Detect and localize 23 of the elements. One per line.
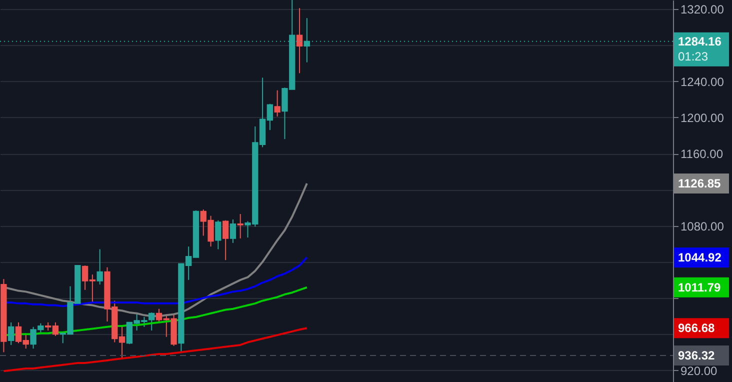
candlestick bbox=[237, 214, 244, 239]
candlestick bbox=[215, 220, 222, 250]
y-tick-label: 1080.00 bbox=[680, 219, 724, 234]
y-tick-label: 1200.00 bbox=[680, 110, 724, 125]
text: 1126.85 bbox=[678, 176, 722, 190]
text: 1011.79 bbox=[678, 280, 722, 294]
candlestick bbox=[296, 8, 303, 74]
y-tick-label: 920.00 bbox=[680, 364, 718, 378]
text: 01:23 bbox=[678, 49, 708, 64]
y-tick-label: 1320.00 bbox=[680, 2, 724, 17]
candlestick bbox=[222, 220, 229, 261]
candlestick bbox=[274, 90, 280, 117]
text: 1044.92 bbox=[678, 250, 722, 264]
ref-line-label: 936.32 bbox=[678, 348, 716, 363]
ref-line-label: 1284.16 bbox=[678, 34, 722, 48]
y-tick-label: 1240.00 bbox=[680, 74, 724, 89]
candlestick bbox=[148, 312, 155, 332]
y-tick-label: 1160.00 bbox=[680, 147, 724, 162]
candlestick bbox=[230, 218, 236, 244]
line-series bbox=[2, 327, 308, 372]
candlestick bbox=[96, 248, 103, 285]
candlestick bbox=[8, 322, 14, 346]
text: 966.68 bbox=[678, 321, 716, 336]
